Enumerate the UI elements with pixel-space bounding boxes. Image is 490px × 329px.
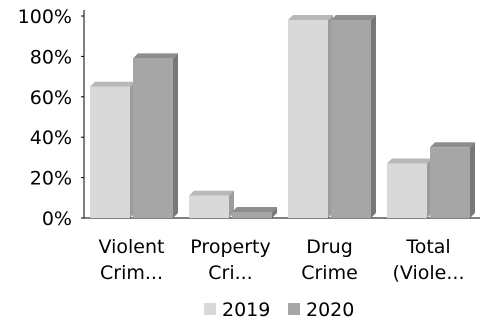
y-tick-label: 20% [30,168,72,190]
y-tick-labels: 0% 20% 40% 60% 80% 100% [18,6,72,230]
legend-label-2020: 2020 [306,299,354,321]
bar-2019-0 [90,81,135,218]
bar-2020-2 [331,15,376,219]
y-tick-label: 100% [18,6,72,28]
x-tick-labels: Violent Crim... Property Cri... Drug Crime Tot… [99,236,465,284]
y-tick-label: 40% [30,127,72,149]
y-tick-label: 80% [30,46,72,68]
bars [90,15,475,219]
y-tick-label: 0% [42,208,72,230]
bar-2019-2 [288,15,333,219]
x-tick-label: Property Cri... [190,236,270,284]
bar-2020-3 [430,142,475,218]
bar-2019-3 [387,158,432,218]
bar-2019-1 [189,190,234,218]
legend-label-2019: 2019 [222,299,270,321]
legend: 2019 2020 [204,299,354,321]
x-tick-label: Drug Crime [301,236,358,284]
legend-swatch-2019 [204,303,216,315]
legend-swatch-2020 [288,303,300,315]
bar-2020-1 [232,206,277,218]
y-tick-label: 60% [30,87,72,109]
bar-2020-0 [133,53,178,218]
x-tick-label: Total (Viole... [393,236,465,284]
x-tick-label: Violent Crim... [99,236,165,284]
